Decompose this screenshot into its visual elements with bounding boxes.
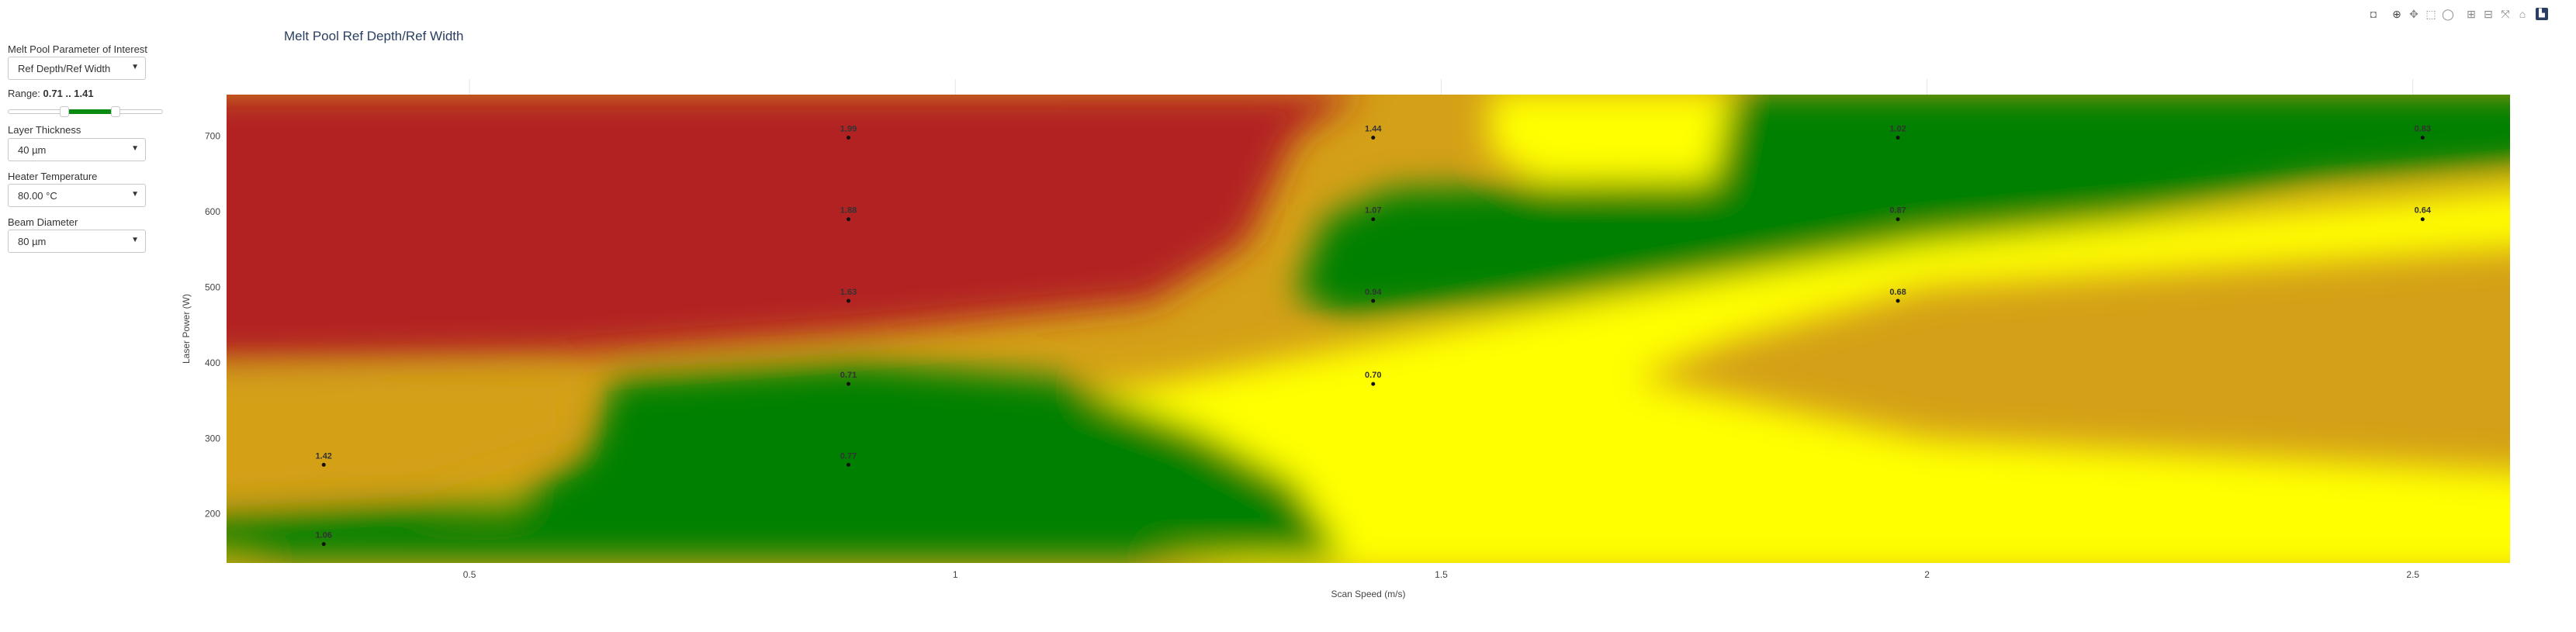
data-label: 0.94 <box>1365 288 1382 297</box>
range-slider-max-handle[interactable] <box>110 106 120 117</box>
chevron-down-icon: ▼ <box>131 236 139 244</box>
data-label: 1.44 <box>1365 125 1382 134</box>
parameter-dropdown[interactable]: Ref Depth/Ref Width ▼ <box>8 57 146 80</box>
data-label: 0.87 <box>1889 206 1906 216</box>
data-point[interactable] <box>1371 136 1376 140</box>
y-tick-label: 200 <box>205 509 220 520</box>
beam-diameter-label: Beam Diameter <box>8 216 78 228</box>
data-label: 0.71 <box>840 371 857 380</box>
chart-title: Melt Pool Ref Depth/Ref Width <box>284 29 464 43</box>
range-prefix: Range: <box>8 88 40 99</box>
data-point[interactable] <box>846 217 850 222</box>
data-point[interactable] <box>321 462 326 467</box>
y-tick-label: 500 <box>205 281 220 292</box>
x-tick-label: 1 <box>953 569 958 580</box>
plotly-logo-icon[interactable]: ▙ <box>2536 8 2548 20</box>
heater-temperature-dropdown[interactable]: 80.00 °C ▼ <box>8 184 146 207</box>
lasso-select-icon[interactable]: ◯ <box>2442 8 2454 20</box>
pan-icon[interactable]: ✥ <box>2409 8 2418 20</box>
heater-temperature-value: 80.00 °C <box>18 190 57 202</box>
zoom-in-icon[interactable]: ⊞ <box>2467 8 2476 20</box>
data-point[interactable] <box>2420 136 2425 140</box>
range-label: Range: 0.71 .. 1.41 <box>8 88 94 99</box>
x-tick-label: 0.5 <box>463 569 476 580</box>
data-label: 1.88 <box>840 206 857 216</box>
data-label: 0.77 <box>840 451 857 461</box>
out-of-range-upper-mid <box>1054 95 1266 272</box>
data-point[interactable] <box>1896 217 1900 222</box>
autoscale-icon[interactable]: ⤧ <box>2501 8 2510 20</box>
data-point[interactable] <box>1371 382 1376 386</box>
layer-thickness-dropdown[interactable]: 40 µm ▼ <box>8 138 146 161</box>
data-point[interactable] <box>1896 299 1900 303</box>
camera-icon[interactable]: ◘ <box>2370 8 2377 20</box>
modebar: ◘ ⊕ ✥ ⬚ ◯ ⊞ ⊟ ⤧ ⌂ ▙ <box>2367 6 2568 22</box>
y-tick-label: 400 <box>205 357 220 368</box>
chevron-down-icon: ▼ <box>131 190 139 199</box>
parameter-dropdown-value: Ref Depth/Ref Width <box>18 63 111 74</box>
range-slider[interactable] <box>8 106 163 117</box>
data-point[interactable] <box>846 462 850 467</box>
y-tick-label: 300 <box>205 433 220 444</box>
range-slider-fill <box>64 109 116 114</box>
data-label: 0.83 <box>2415 125 2431 134</box>
data-label: 1.63 <box>840 288 857 297</box>
beam-diameter-dropdown[interactable]: 80 µm ▼ <box>8 230 146 253</box>
y-axis-label: Laser Power (W) <box>181 294 192 364</box>
boundary-upper <box>1490 95 1753 181</box>
data-point[interactable] <box>1371 299 1376 303</box>
chevron-down-icon: ▼ <box>131 63 139 71</box>
data-point[interactable] <box>2420 217 2425 222</box>
chevron-down-icon: ▼ <box>131 144 139 153</box>
boundary-lower-right <box>1247 416 2510 563</box>
heatmap-surface <box>227 95 2510 563</box>
data-label: 0.64 <box>2415 206 2432 216</box>
data-point[interactable] <box>846 136 850 140</box>
data-point[interactable] <box>1896 136 1900 140</box>
data-point[interactable] <box>846 299 850 303</box>
x-axis-label: Scan Speed (m/s) <box>1331 589 1405 599</box>
data-label: 1.02 <box>1889 125 1906 134</box>
layer-thickness-value: 40 µm <box>18 144 47 156</box>
data-point[interactable] <box>1371 217 1376 222</box>
data-point[interactable] <box>846 382 850 386</box>
data-label: 1.06 <box>316 531 332 540</box>
heater-temperature-label: Heater Temperature <box>8 171 98 182</box>
out-of-range-upper-left <box>227 95 1358 362</box>
in-range-lower <box>227 362 1345 560</box>
x-tick-label: 2 <box>1924 569 1930 580</box>
beam-diameter-value: 80 µm <box>18 236 47 247</box>
zoom-icon[interactable]: ⊕ <box>2392 8 2401 20</box>
range-slider-min-handle[interactable] <box>59 106 69 117</box>
y-tick-label: 600 <box>205 206 220 217</box>
data-label: 1.42 <box>316 451 332 461</box>
data-label: 1.99 <box>840 125 857 134</box>
layer-thickness-label: Layer Thickness <box>8 124 81 136</box>
data-label: 0.70 <box>1365 371 1381 380</box>
range-value-text: 0.71 .. 1.41 <box>43 88 94 99</box>
data-label: 0.68 <box>1889 288 1906 297</box>
in-range-upper-right <box>1295 95 2510 318</box>
data-point[interactable] <box>321 542 326 547</box>
zoom-out-icon[interactable]: ⊟ <box>2484 8 2493 20</box>
x-tick-label: 1.5 <box>1435 569 1448 580</box>
parameter-label: Melt Pool Parameter of Interest <box>8 43 147 55</box>
data-label: 1.07 <box>1365 206 1381 216</box>
near-range-lower-left <box>227 378 567 496</box>
box-select-icon[interactable]: ⬚ <box>2425 8 2436 20</box>
reset-axes-icon[interactable]: ⌂ <box>2519 8 2526 20</box>
x-tick-label: 2.5 <box>2406 569 2419 580</box>
y-tick-label: 700 <box>205 131 220 142</box>
